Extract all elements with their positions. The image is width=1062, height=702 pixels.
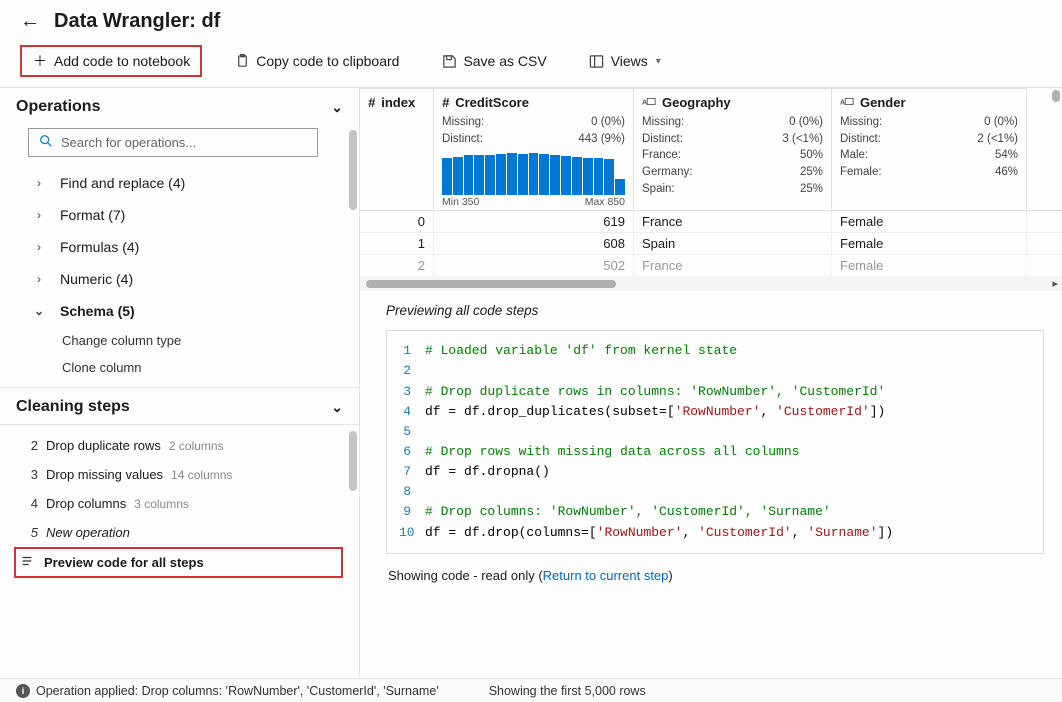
svg-text:A: A <box>840 100 845 107</box>
collapse-operations-icon[interactable]: ⌄ <box>331 99 343 116</box>
table-row[interactable]: 1608SpainFemale <box>360 233 1062 255</box>
column-header-gender[interactable]: AGenderMissing:0 (0%)Distinct:2 (<1%)Mal… <box>832 88 1027 210</box>
info-icon: i <box>16 684 30 698</box>
views-label: Views <box>611 53 648 69</box>
add-code-label: Add code to notebook <box>54 53 190 69</box>
copy-code-label: Copy code to clipboard <box>256 53 399 69</box>
save-csv-button[interactable]: Save as CSV <box>431 47 556 75</box>
clipboard-icon <box>234 53 250 69</box>
chevron-right-icon: › <box>32 208 46 222</box>
step-number: 5 <box>24 525 38 540</box>
save-icon <box>441 53 457 69</box>
code-icon <box>20 554 36 571</box>
type-icon: # <box>368 95 375 110</box>
code-preview-title: Previewing all code steps <box>386 303 1044 318</box>
views-button[interactable]: Views ▾ <box>579 47 671 75</box>
cell-credit: 608 <box>434 233 634 254</box>
column-name: Gender <box>860 95 906 110</box>
search-placeholder: Search for operations... <box>61 135 196 150</box>
plus-icon: ＋ <box>32 53 48 69</box>
cleaning-step[interactable]: 2 Drop duplicate rows 2 columns <box>20 431 343 460</box>
back-arrow-icon[interactable]: ← <box>20 10 40 33</box>
cleaning-steps-title: Cleaning steps <box>16 398 130 416</box>
table-row[interactable]: 2502FranceFemale <box>360 255 1062 277</box>
operation-item[interactable]: Change column type <box>28 327 347 354</box>
step-number: 4 <box>24 496 38 511</box>
step-label: New operation <box>46 525 130 540</box>
step-number: 3 <box>24 467 38 482</box>
histogram <box>442 153 625 195</box>
step-label: Preview code for all steps <box>44 555 204 570</box>
column-header-index[interactable]: # index <box>360 88 434 210</box>
add-code-button[interactable]: ＋ Add code to notebook <box>20 45 202 77</box>
chevron-down-icon: ▾ <box>656 56 661 67</box>
save-csv-label: Save as CSV <box>463 53 546 69</box>
svg-text:A: A <box>642 100 647 107</box>
operation-group[interactable]: › Formulas (4) <box>28 231 347 263</box>
operations-title: Operations <box>16 98 100 116</box>
step-meta: 2 columns <box>169 439 224 453</box>
copy-code-button[interactable]: Copy code to clipboard <box>224 47 409 75</box>
cleaning-step[interactable]: 4 Drop columns 3 columns <box>20 489 343 518</box>
step-label: Drop columns <box>46 496 126 511</box>
operation-group[interactable]: › Format (7) <box>28 199 347 231</box>
code-box: 1# Loaded variable 'df' from kernel stat… <box>386 330 1044 553</box>
cell-index: 0 <box>360 211 434 232</box>
horizontal-scrollbar[interactable]: ▸ <box>360 277 1062 291</box>
code-footer: Showing code - read only (Return to curr… <box>386 554 1044 589</box>
type-icon: A <box>840 95 854 110</box>
column-name: CreditScore <box>455 95 529 110</box>
cell-credit: 502 <box>434 255 634 276</box>
operation-group-label: Numeric (4) <box>60 271 133 287</box>
layout-icon <box>589 53 605 69</box>
cell-geo: France <box>634 211 832 232</box>
column-name: Geography <box>662 95 731 110</box>
cell-gender: Female <box>832 233 1027 254</box>
status-rows: Showing the first 5,000 rows <box>489 684 646 698</box>
vertical-scrollbar[interactable] <box>1052 90 1060 102</box>
collapse-steps-icon[interactable]: ⌄ <box>331 399 343 416</box>
step-meta: 14 columns <box>171 468 232 482</box>
search-operations-input[interactable]: Search for operations... <box>28 128 318 157</box>
operation-group-label: Format (7) <box>60 207 125 223</box>
operation-group[interactable]: › Find and replace (4) <box>28 167 347 199</box>
operation-item[interactable]: Clone column <box>28 354 347 381</box>
cleaning-step[interactable]: 5 New operation <box>20 518 343 547</box>
type-icon: A <box>642 95 656 110</box>
operation-group-label: Find and replace (4) <box>60 175 185 191</box>
type-icon: # <box>442 95 449 110</box>
chevron-down-icon: ⌄ <box>32 304 46 318</box>
column-name: index <box>381 95 415 110</box>
chevron-right-icon: › <box>32 240 46 254</box>
step-meta: 3 columns <box>134 497 189 511</box>
cleaning-step[interactable]: 3 Drop missing values 14 columns <box>20 460 343 489</box>
cell-geo: France <box>634 255 832 276</box>
return-to-step-link[interactable]: Return to current step <box>543 568 669 583</box>
operation-group-label: Formulas (4) <box>60 239 139 255</box>
cell-gender: Female <box>832 255 1027 276</box>
status-message: Operation applied: Drop columns: 'RowNum… <box>36 684 439 698</box>
column-header-geo[interactable]: AGeographyMissing:0 (0%)Distinct:3 (<1%)… <box>634 88 832 210</box>
search-icon <box>39 134 53 151</box>
chevron-right-icon: › <box>32 272 46 286</box>
step-number: 2 <box>24 438 38 453</box>
step-label: Drop duplicate rows <box>46 438 161 453</box>
column-header-credit[interactable]: #CreditScoreMissing:0 (0%)Distinct:443 (… <box>434 88 634 210</box>
operation-group[interactable]: ⌄ Schema (5) <box>28 295 347 327</box>
operation-group-label: Schema (5) <box>60 303 135 319</box>
operation-group[interactable]: › Numeric (4) <box>28 263 347 295</box>
cell-index: 2 <box>360 255 434 276</box>
chevron-right-icon: › <box>32 176 46 190</box>
cell-geo: Spain <box>634 233 832 254</box>
preview-all-steps-button[interactable]: Preview code for all steps <box>14 547 343 578</box>
cell-gender: Female <box>832 211 1027 232</box>
cell-credit: 619 <box>434 211 634 232</box>
table-row[interactable]: 0619FranceFemale <box>360 211 1062 233</box>
cell-index: 1 <box>360 233 434 254</box>
page-title: Data Wrangler: df <box>54 10 220 33</box>
step-label: Drop missing values <box>46 467 163 482</box>
